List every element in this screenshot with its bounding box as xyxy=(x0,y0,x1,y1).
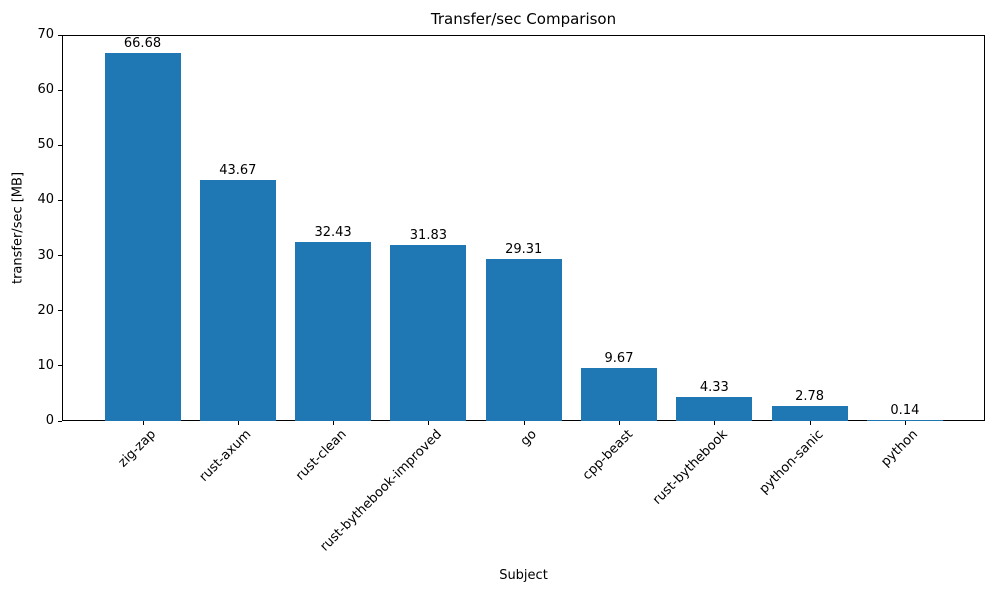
bar xyxy=(199,180,276,421)
x-tick-mark xyxy=(904,421,906,425)
x-tick-mark xyxy=(714,421,716,425)
y-tick-label: 70 xyxy=(37,27,54,42)
chart-title: Transfer/sec Comparison xyxy=(430,10,617,28)
y-tick-label: 50 xyxy=(37,137,54,153)
x-tick-mark xyxy=(619,421,620,425)
x-tick-mark xyxy=(333,421,335,425)
y-axis-label: transfer/sec [MB] xyxy=(10,171,26,285)
x-tick-mark xyxy=(809,421,811,425)
x-tick-label: python xyxy=(878,427,922,470)
y-tick-label: 30 xyxy=(37,247,54,263)
x-tick-mark xyxy=(142,421,144,425)
bar xyxy=(676,397,753,421)
y-tick-mark xyxy=(58,144,62,146)
bar xyxy=(581,367,657,421)
bar xyxy=(866,420,943,421)
bar-value-label: 31.83 xyxy=(409,228,447,244)
y-tick-mark xyxy=(58,365,62,367)
bar-value-label: 66.68 xyxy=(123,36,162,52)
y-tick-label: 0 xyxy=(45,413,54,428)
x-tick-label: go xyxy=(518,427,541,450)
bar-value-label: 32.43 xyxy=(314,225,352,241)
x-tick-mark xyxy=(237,421,239,425)
y-tick-mark xyxy=(58,199,62,201)
y-tick-mark xyxy=(58,420,62,422)
y-tick-label: 40 xyxy=(37,192,54,208)
bar xyxy=(104,53,181,421)
x-tick-mark xyxy=(523,421,525,425)
bar-value-label: 0.14 xyxy=(890,403,920,418)
x-tick-label: rust-clean xyxy=(293,427,350,484)
x-tick-label: rust-axum xyxy=(196,427,255,485)
y-tick-mark xyxy=(58,89,62,91)
x-axis-label: Subject xyxy=(499,568,548,583)
x-tick-label: cpp-beast xyxy=(579,427,636,484)
x-tick-mark xyxy=(428,421,430,425)
y-tick-label: 10 xyxy=(37,357,54,373)
bar xyxy=(771,405,848,421)
bar xyxy=(295,242,372,421)
x-tick-label: python-sanic xyxy=(756,427,827,497)
bar-value-label: 29.31 xyxy=(505,242,543,258)
bar-value-label: 2.78 xyxy=(795,388,825,404)
x-tick-label: zig-zap xyxy=(115,427,160,471)
bar-value-label: 9.67 xyxy=(604,350,634,366)
y-tick-mark xyxy=(58,255,62,257)
bar-value-label: 43.67 xyxy=(219,163,257,179)
y-tick-mark xyxy=(58,310,62,312)
x-tick-label: rust-bythebook xyxy=(650,427,731,508)
y-tick-label: 60 xyxy=(37,82,54,98)
y-tick-mark xyxy=(58,34,62,36)
bar-value-label: 4.33 xyxy=(699,380,729,396)
bar xyxy=(390,245,467,421)
y-tick-label: 20 xyxy=(37,302,54,318)
bar xyxy=(485,259,562,421)
